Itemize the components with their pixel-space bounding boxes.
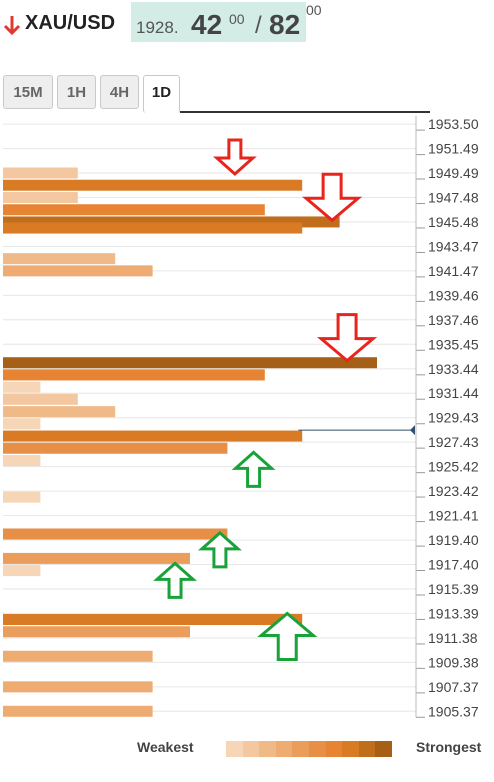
current-price-marker	[410, 425, 415, 436]
strength-bar	[3, 705, 153, 717]
y-tick-label: 1931.44	[428, 385, 479, 401]
resistance-arrow-down-icon	[316, 313, 378, 363]
legend-strongest: Strongest	[416, 739, 482, 755]
y-tick-label: 1917.40	[428, 557, 479, 573]
strength-bar	[3, 552, 190, 564]
strength-bar	[3, 216, 340, 228]
legend-color-scale	[226, 741, 392, 757]
ask-sup: 00	[306, 2, 322, 18]
y-tick-label: 1943.47	[428, 238, 479, 254]
resistance-arrow-down-icon	[302, 172, 363, 223]
strength-bar	[3, 491, 41, 503]
strength-bar	[3, 430, 303, 442]
legend-weakest: Weakest	[137, 739, 194, 755]
legend-swatch	[358, 741, 376, 757]
y-tick-label: 1951.49	[428, 141, 479, 157]
strength-bar	[3, 381, 41, 393]
legend-swatch	[242, 741, 260, 757]
strength-bar	[3, 418, 41, 430]
tab-1d[interactable]: 1D	[143, 75, 180, 113]
tab-1h[interactable]: 1H	[57, 75, 96, 109]
strength-bar	[3, 626, 190, 638]
y-tick-label: 1937.46	[428, 312, 479, 328]
strength-bar	[3, 528, 228, 540]
bid-sup: 00	[229, 11, 245, 27]
y-tick-label: 1907.37	[428, 679, 479, 695]
y-tick-label: 1939.46	[428, 287, 479, 303]
y-tick-label: 1935.45	[428, 336, 479, 352]
strength-bar	[3, 393, 78, 405]
tab-15m[interactable]: 15M	[3, 75, 53, 109]
support-arrow-up-icon	[231, 450, 276, 488]
strength-bar	[3, 565, 41, 577]
price-separator: /	[255, 12, 262, 39]
y-tick-label: 1953.50	[428, 116, 479, 132]
tab-4h[interactable]: 4H	[100, 75, 139, 109]
strength-bar	[3, 650, 153, 662]
header: XAU/USD 1928. 42 00 / 82 00	[0, 0, 494, 46]
strength-bar	[3, 222, 303, 234]
ask-big: 82	[269, 9, 301, 40]
timeframe-tabs: 15M 1H 4H 1D	[0, 73, 494, 113]
strength-bar	[3, 406, 116, 418]
arrow-down-icon	[3, 16, 21, 36]
strength-bar	[3, 357, 377, 369]
strength-bar	[3, 681, 153, 693]
y-tick-label: 1925.42	[428, 459, 479, 475]
legend-swatch	[292, 741, 309, 757]
y-tick-label: 1923.42	[428, 483, 479, 499]
strength-bar	[3, 614, 303, 626]
y-tick-label: 1929.43	[428, 410, 479, 426]
strength-bar	[3, 192, 78, 204]
y-tick-label: 1947.48	[428, 190, 479, 206]
y-tick-label: 1933.44	[428, 361, 479, 377]
resistance-arrow-down-icon	[212, 138, 257, 177]
y-tick-label: 1949.49	[428, 165, 479, 181]
y-tick-label: 1909.38	[428, 654, 479, 670]
y-tick-label: 1945.48	[428, 214, 479, 230]
y-tick-label: 1915.39	[428, 581, 479, 597]
legend-swatch	[226, 741, 243, 757]
legend-swatch	[275, 741, 293, 757]
strength-bar	[3, 204, 265, 216]
support-arrow-up-icon	[153, 561, 197, 599]
strength-bar	[3, 265, 153, 277]
bid-prefix: 1928.	[136, 18, 179, 37]
symbol-label[interactable]: XAU/USD	[25, 12, 116, 34]
strength-bar	[3, 179, 303, 191]
legend-swatch	[308, 741, 326, 757]
bid-big: 42	[191, 9, 223, 40]
support-arrow-up-icon	[197, 530, 242, 569]
tab-underline	[180, 111, 430, 113]
legend-swatch	[375, 741, 392, 757]
y-tick-label: 1905.37	[428, 703, 479, 719]
y-tick-label: 1921.41	[428, 508, 479, 524]
strength-bar	[3, 369, 265, 381]
y-tick-label: 1941.47	[428, 263, 479, 279]
strength-bar	[3, 442, 228, 454]
quote-box: 1928. 42 00 / 82	[131, 2, 306, 42]
legend-swatch	[259, 741, 276, 757]
y-tick-label: 1913.39	[428, 605, 479, 621]
support-arrow-up-icon	[257, 611, 318, 661]
legend-swatch	[325, 741, 343, 757]
legend-swatch	[342, 741, 359, 757]
y-tick-label: 1927.43	[428, 434, 479, 450]
y-tick-label: 1911.38	[428, 630, 478, 646]
y-tick-label: 1919.40	[428, 532, 479, 548]
strength-bar	[3, 167, 78, 179]
strength-bar	[3, 455, 41, 467]
strength-bar	[3, 253, 116, 265]
